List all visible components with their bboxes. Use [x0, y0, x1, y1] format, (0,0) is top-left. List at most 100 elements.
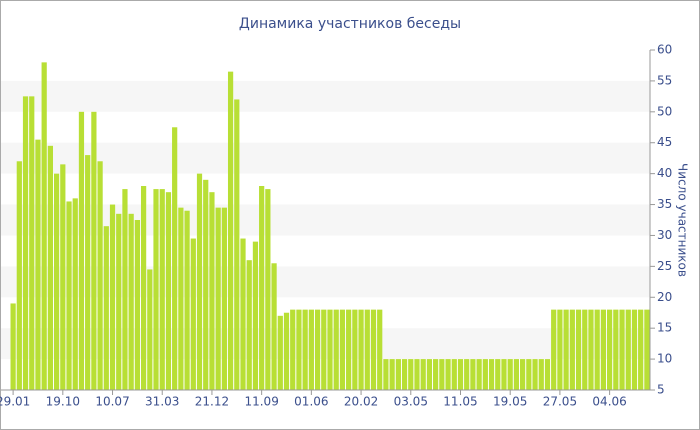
bar	[433, 359, 439, 390]
bar	[600, 309, 607, 390]
bar	[439, 359, 445, 390]
y-tick-label: 60	[657, 43, 672, 57]
bar	[215, 207, 221, 390]
bar	[346, 309, 352, 390]
bar	[582, 309, 588, 390]
bar	[184, 210, 190, 390]
chart-title: Динамика участников беседы	[239, 16, 461, 32]
bar	[178, 207, 184, 390]
bar	[140, 186, 147, 390]
bar	[495, 359, 501, 390]
bar	[321, 309, 327, 390]
y-tick-label: 55	[657, 73, 672, 87]
bar	[551, 309, 557, 390]
grid-band	[1, 204, 650, 236]
bar	[364, 309, 370, 390]
bar	[302, 309, 308, 390]
bar	[451, 359, 457, 390]
bar	[22, 96, 29, 390]
bar	[221, 207, 227, 390]
bar	[389, 359, 395, 390]
bar	[252, 241, 259, 390]
bar	[72, 198, 78, 390]
bar	[10, 303, 16, 390]
bar	[190, 238, 196, 390]
bar	[91, 111, 97, 391]
bar	[35, 139, 41, 390]
bar	[147, 269, 153, 390]
bar	[377, 309, 383, 390]
bar	[526, 359, 532, 390]
bar	[638, 309, 644, 390]
bar	[588, 309, 594, 390]
bar	[308, 309, 314, 390]
bar	[283, 312, 290, 390]
bar	[625, 309, 631, 390]
bar	[203, 179, 209, 390]
bar	[277, 315, 283, 390]
grid-band	[1, 266, 650, 298]
y-tick-label: 30	[657, 228, 672, 242]
x-tick-label: 04.06	[592, 395, 626, 409]
bar	[85, 155, 91, 390]
bar	[544, 359, 551, 390]
x-tick-label: 19.10	[46, 395, 80, 409]
bar	[41, 62, 47, 390]
bar	[128, 213, 134, 390]
bar	[395, 359, 401, 390]
bar	[569, 309, 575, 390]
bar	[333, 309, 339, 390]
bar	[501, 359, 507, 390]
grid-band	[1, 80, 650, 112]
bar	[383, 359, 389, 390]
bar	[557, 309, 563, 390]
bar	[196, 173, 203, 390]
bar	[401, 359, 408, 390]
bar	[29, 96, 35, 390]
bar	[227, 71, 234, 391]
bar	[464, 359, 470, 390]
bar	[426, 359, 433, 390]
bar	[631, 309, 638, 390]
bar	[488, 359, 495, 390]
y-axis-label: Число участников	[676, 163, 690, 277]
bar	[476, 359, 482, 390]
bar	[290, 309, 296, 390]
bar	[265, 189, 271, 390]
bar	[16, 161, 22, 390]
bar	[327, 309, 333, 390]
x-tick-label: 21.12	[195, 395, 229, 409]
bar	[66, 201, 72, 390]
bar	[159, 189, 165, 390]
bar	[60, 164, 66, 390]
bar	[532, 359, 538, 390]
y-tick-label: 35	[657, 197, 672, 211]
y-tick-label: 25	[657, 259, 672, 273]
bar	[116, 213, 122, 390]
bar	[607, 309, 613, 390]
bar	[513, 359, 520, 390]
bar	[259, 186, 265, 390]
bar	[352, 309, 358, 390]
x-tick-label: 11.09	[244, 395, 278, 409]
bar	[296, 309, 302, 390]
y-tick-label: 45	[657, 135, 672, 149]
x-tick-label: 19.05	[493, 395, 527, 409]
x-tick-label: 20.02	[344, 395, 378, 409]
x-tick-label: 29.01	[0, 395, 30, 409]
x-tick-label: 03.05	[394, 395, 428, 409]
bar	[153, 189, 159, 390]
bar	[122, 189, 128, 390]
x-tick-label: 01.06	[294, 395, 328, 409]
y-tick-label: 10	[657, 352, 672, 366]
y-tick-label: 5	[657, 383, 665, 397]
y-tick-label: 50	[657, 104, 672, 118]
bar	[165, 192, 172, 390]
y-tick-label: 20	[657, 290, 672, 304]
y-tick-label: 40	[657, 166, 672, 180]
bar	[103, 226, 109, 390]
x-tick-label: 11.05	[443, 395, 477, 409]
bar	[619, 309, 625, 390]
bar	[339, 309, 346, 390]
